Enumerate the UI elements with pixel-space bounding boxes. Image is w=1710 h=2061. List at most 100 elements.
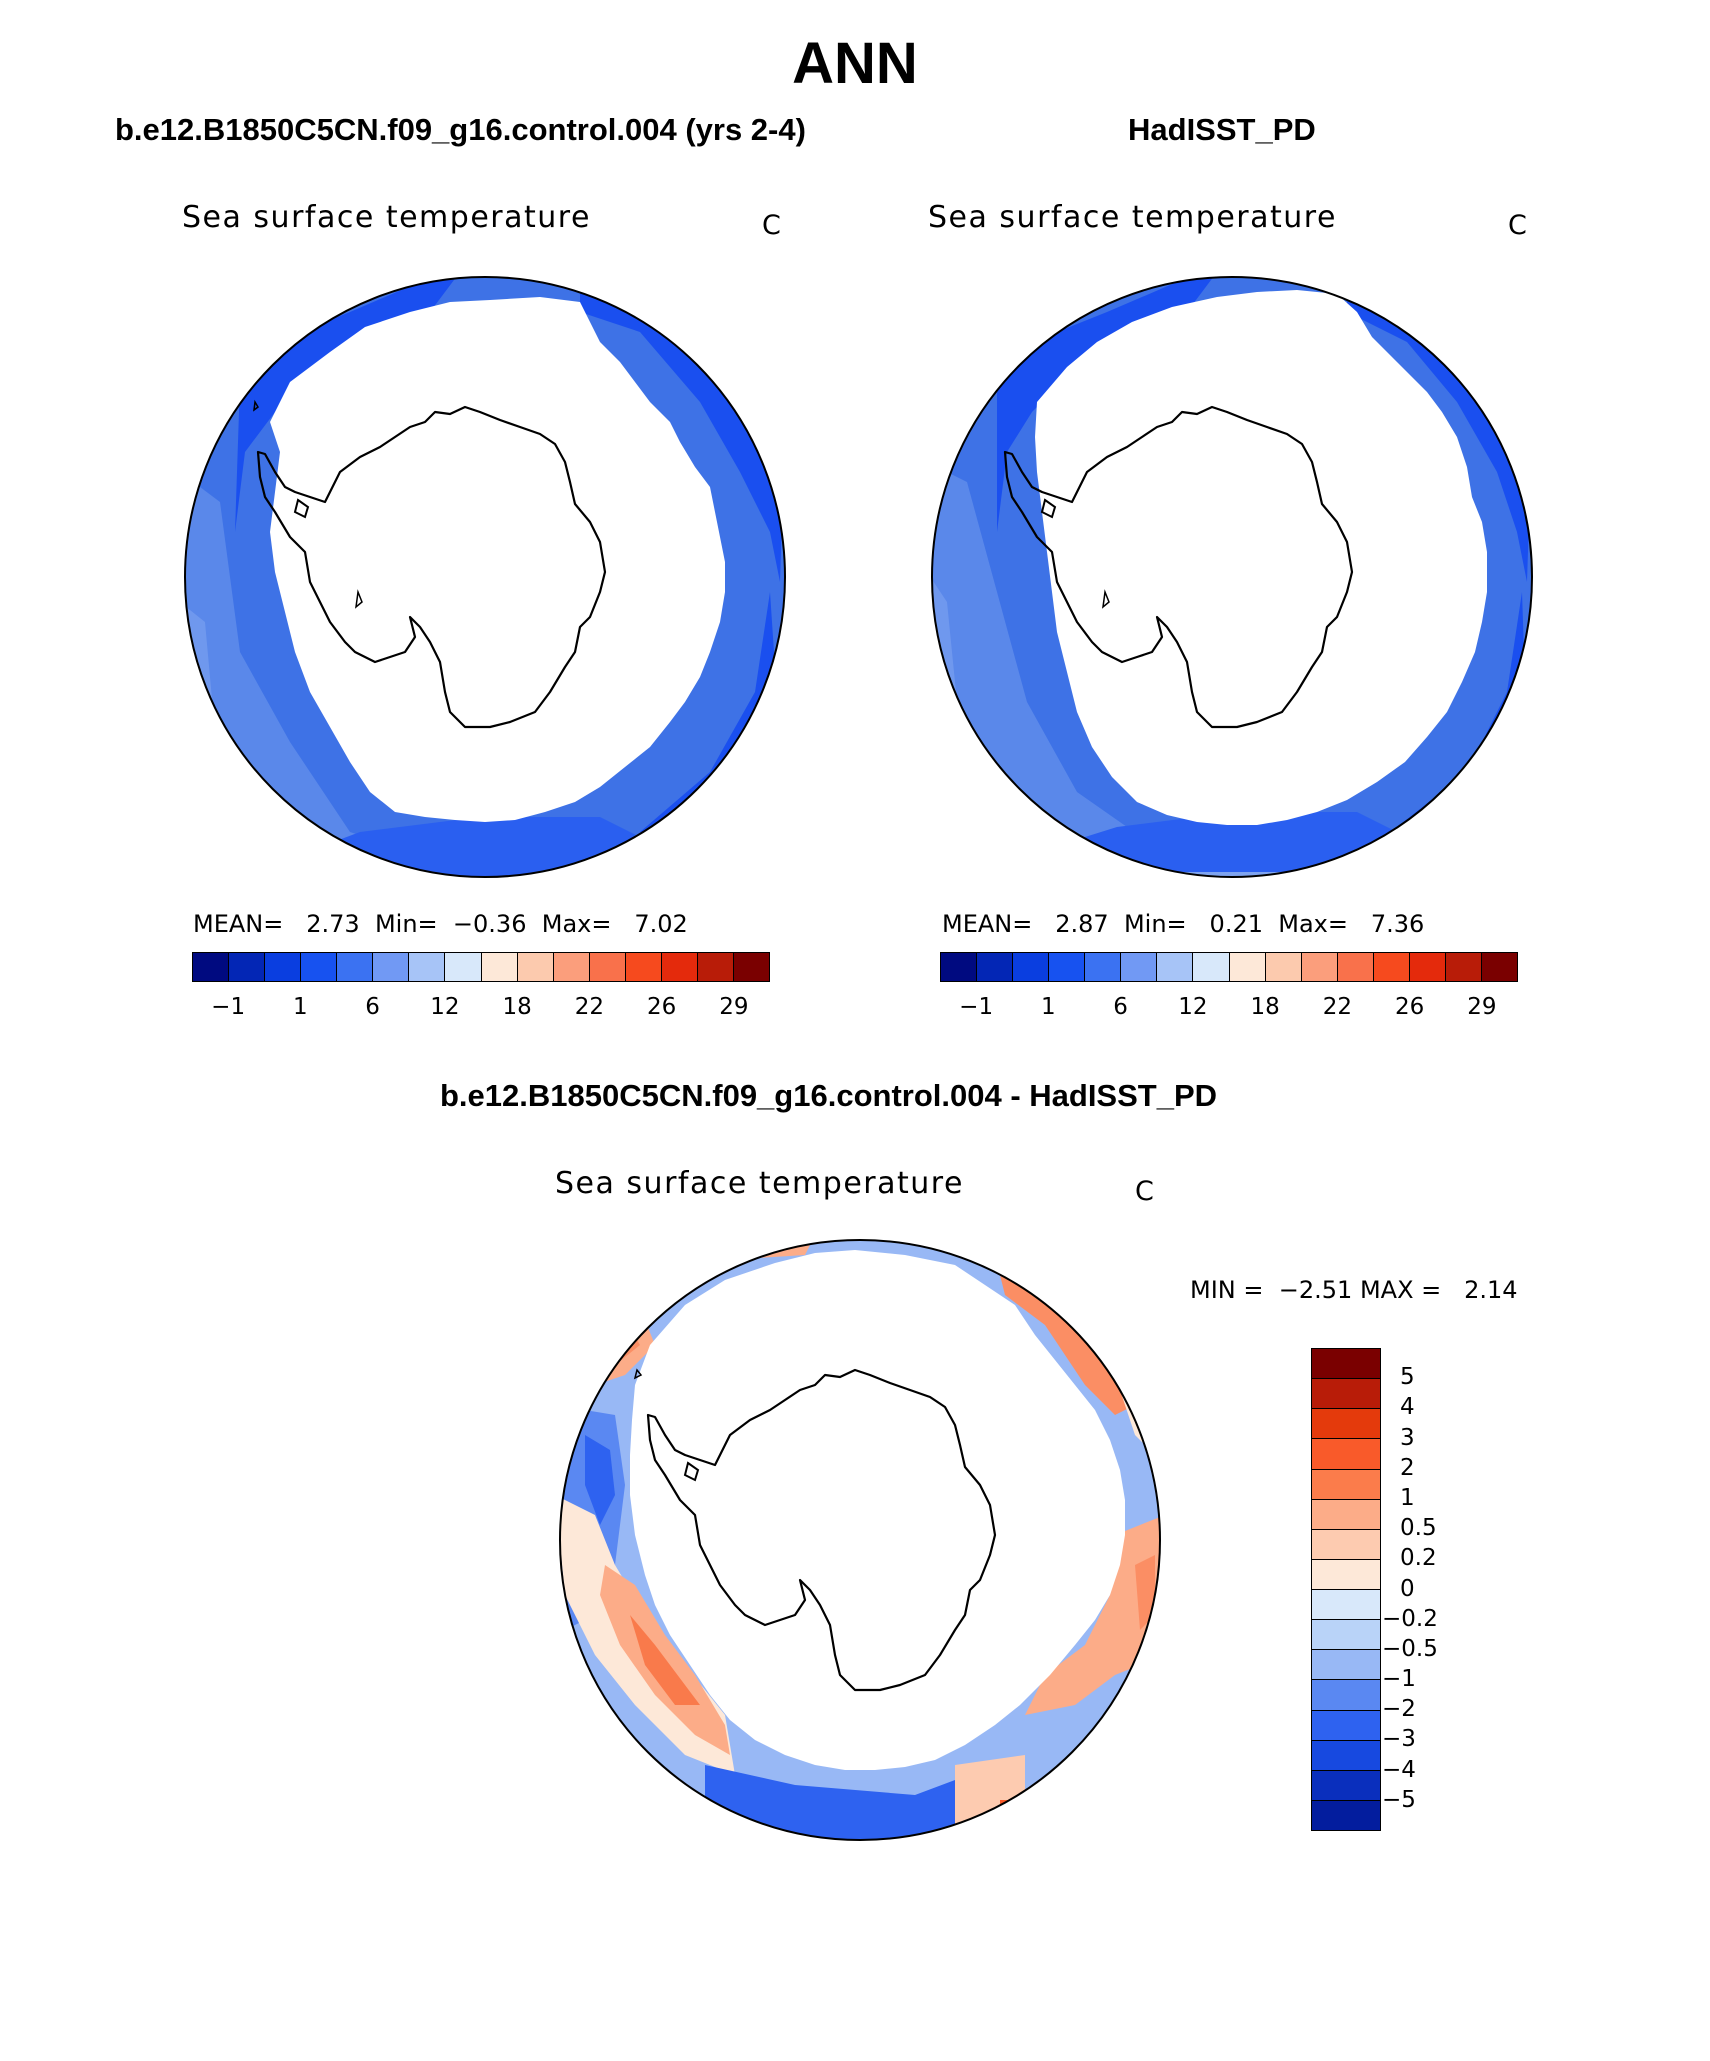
colorbar-tick-label: −1 <box>959 994 994 1020</box>
colorbar-box <box>481 953 518 981</box>
colorbar-box <box>1312 1680 1380 1711</box>
left-stats: MEAN= 2.73 Min= −0.36 Max= 7.02 <box>193 910 688 938</box>
diff-field-warmer-east <box>1135 1555 1155 1630</box>
colorbar-box <box>1049 953 1086 981</box>
diff-case-title: b.e12.B1850C5CN.f09_g16.control.004 - Ha… <box>440 1078 1218 1113</box>
colorbar-tick-label: −4 <box>1382 1756 1416 1783</box>
right-colorbar <box>940 952 1518 982</box>
colorbar-tick-label: 29 <box>1467 994 1497 1020</box>
colorbar-box <box>517 953 554 981</box>
colorbar-box <box>1312 1469 1380 1500</box>
left-case-title: b.e12.B1850C5CN.f09_g16.control.004 (yrs… <box>115 112 806 147</box>
left-map-title: Sea surface temperature <box>182 200 591 235</box>
colorbar-box <box>1481 953 1517 981</box>
min-label: Min= <box>1123 910 1187 938</box>
colorbar-tick-label: 0.5 <box>1400 1515 1437 1542</box>
colorbar-box <box>193 953 230 981</box>
left-sst-map <box>184 276 786 878</box>
sea-ice-mask <box>630 1250 1125 1770</box>
island-outline <box>1102 589 1110 609</box>
colorbar-tick-label: 1 <box>1041 994 1056 1020</box>
mean-label: MEAN= <box>942 910 1033 938</box>
colorbar-box <box>977 953 1014 981</box>
max-value: 7.02 <box>634 910 688 938</box>
right-stats: MEAN= 2.87 Min= 0.21 Max= 7.36 <box>942 910 1424 938</box>
colorbar-tick-label: −0.5 <box>1382 1635 1438 1662</box>
colorbar-box <box>1373 953 1410 981</box>
min-value: −2.51 <box>1278 1276 1353 1304</box>
colorbar-tick-label: 26 <box>1394 994 1425 1020</box>
diff-stats: MIN = −2.51 MAX = 2.14 <box>1190 1276 1518 1304</box>
right-colorbar-ticks: −1 1 6 12 18 22 26 29 <box>940 994 1518 1024</box>
colorbar-box <box>1312 1620 1380 1651</box>
colorbar-tick-label: 22 <box>1322 994 1353 1020</box>
min-value: −0.36 <box>452 910 527 938</box>
colorbar-box <box>1121 953 1158 981</box>
map-border <box>559 1239 1161 1841</box>
ice-shelf-outline <box>1040 498 1057 519</box>
colorbar-tick-label: 6 <box>365 994 380 1020</box>
colorbar-box <box>1312 1800 1380 1830</box>
antarctica-coastline <box>646 1368 997 1692</box>
max-value: 7.36 <box>1370 910 1425 938</box>
colorbar-tick-label: 1 <box>293 994 308 1020</box>
diff-colorbar <box>1311 1348 1381 1831</box>
colorbar-box <box>1013 953 1050 981</box>
colorbar-box <box>1085 953 1122 981</box>
min-label: MIN = <box>1190 1276 1264 1304</box>
diff-map-title: Sea surface temperature <box>555 1166 964 1201</box>
colorbar-box <box>1193 953 1230 981</box>
colorbar-tick-label: 6 <box>1113 994 1128 1020</box>
colorbar-box <box>1312 1650 1380 1681</box>
colorbar-tick-label: −1 <box>1382 1666 1416 1693</box>
colorbar-box <box>229 953 266 981</box>
max-label: Max= <box>541 910 612 938</box>
colorbar-tick-label: −3 <box>1382 1726 1416 1753</box>
colorbar-tick-label: 12 <box>1178 994 1208 1020</box>
colorbar-box <box>625 953 662 981</box>
colorbar-tick-label: −1 <box>211 994 246 1020</box>
colorbar-box <box>373 953 410 981</box>
colorbar-box <box>697 953 734 981</box>
ice-shelf-outline <box>683 1461 700 1482</box>
colorbar-box <box>1312 1439 1380 1470</box>
sea-ice-mask <box>270 297 725 822</box>
right-case-title: HadISST_PD <box>1128 112 1316 147</box>
colorbar-box <box>1265 953 1302 981</box>
colorbar-box <box>1312 1379 1380 1410</box>
sst-field-cold-south <box>1037 812 1417 872</box>
antarctica-coastline <box>256 405 607 729</box>
colorbar-tick-label: −0.2 <box>1382 1605 1438 1632</box>
max-label: Max= <box>1278 910 1348 938</box>
colorbar-tick-label: 0.2 <box>1400 1545 1437 1572</box>
min-label: Min= <box>374 910 438 938</box>
colorbar-tick-label: 1 <box>1400 1484 1415 1511</box>
island-outline <box>355 589 363 609</box>
colorbar-box <box>337 953 374 981</box>
sea-ice-mask <box>1035 290 1487 825</box>
colorbar-tick-label: 18 <box>1250 994 1280 1020</box>
colorbar-tick-label: 2 <box>1400 1454 1415 1481</box>
colorbar-tick-label: 29 <box>719 994 749 1020</box>
colorbar-box <box>445 953 482 981</box>
colorbar-box <box>1312 1529 1380 1560</box>
colorbar-tick-label: 5 <box>1400 1364 1415 1391</box>
left-colorbar-ticks: −1 1 6 12 18 22 26 29 <box>192 994 770 1024</box>
colorbar-box <box>1409 953 1446 981</box>
colorbar-box <box>409 953 446 981</box>
colorbar-box <box>301 953 338 981</box>
colorbar-box <box>1312 1349 1380 1380</box>
map-border <box>931 276 1533 878</box>
colorbar-box <box>1312 1559 1380 1590</box>
right-sst-map <box>931 276 1533 878</box>
colorbar-box <box>553 953 590 981</box>
right-units: C <box>1508 210 1527 241</box>
colorbar-box <box>1157 953 1194 981</box>
colorbar-box <box>1312 1740 1380 1771</box>
colorbar-box <box>1312 1499 1380 1530</box>
diff-field-coldest-west <box>585 1435 615 1525</box>
colorbar-box <box>661 953 698 981</box>
left-colorbar <box>192 952 770 982</box>
colorbar-tick-label: 3 <box>1400 1424 1415 1451</box>
colorbar-tick-label: 0 <box>1400 1575 1415 1602</box>
